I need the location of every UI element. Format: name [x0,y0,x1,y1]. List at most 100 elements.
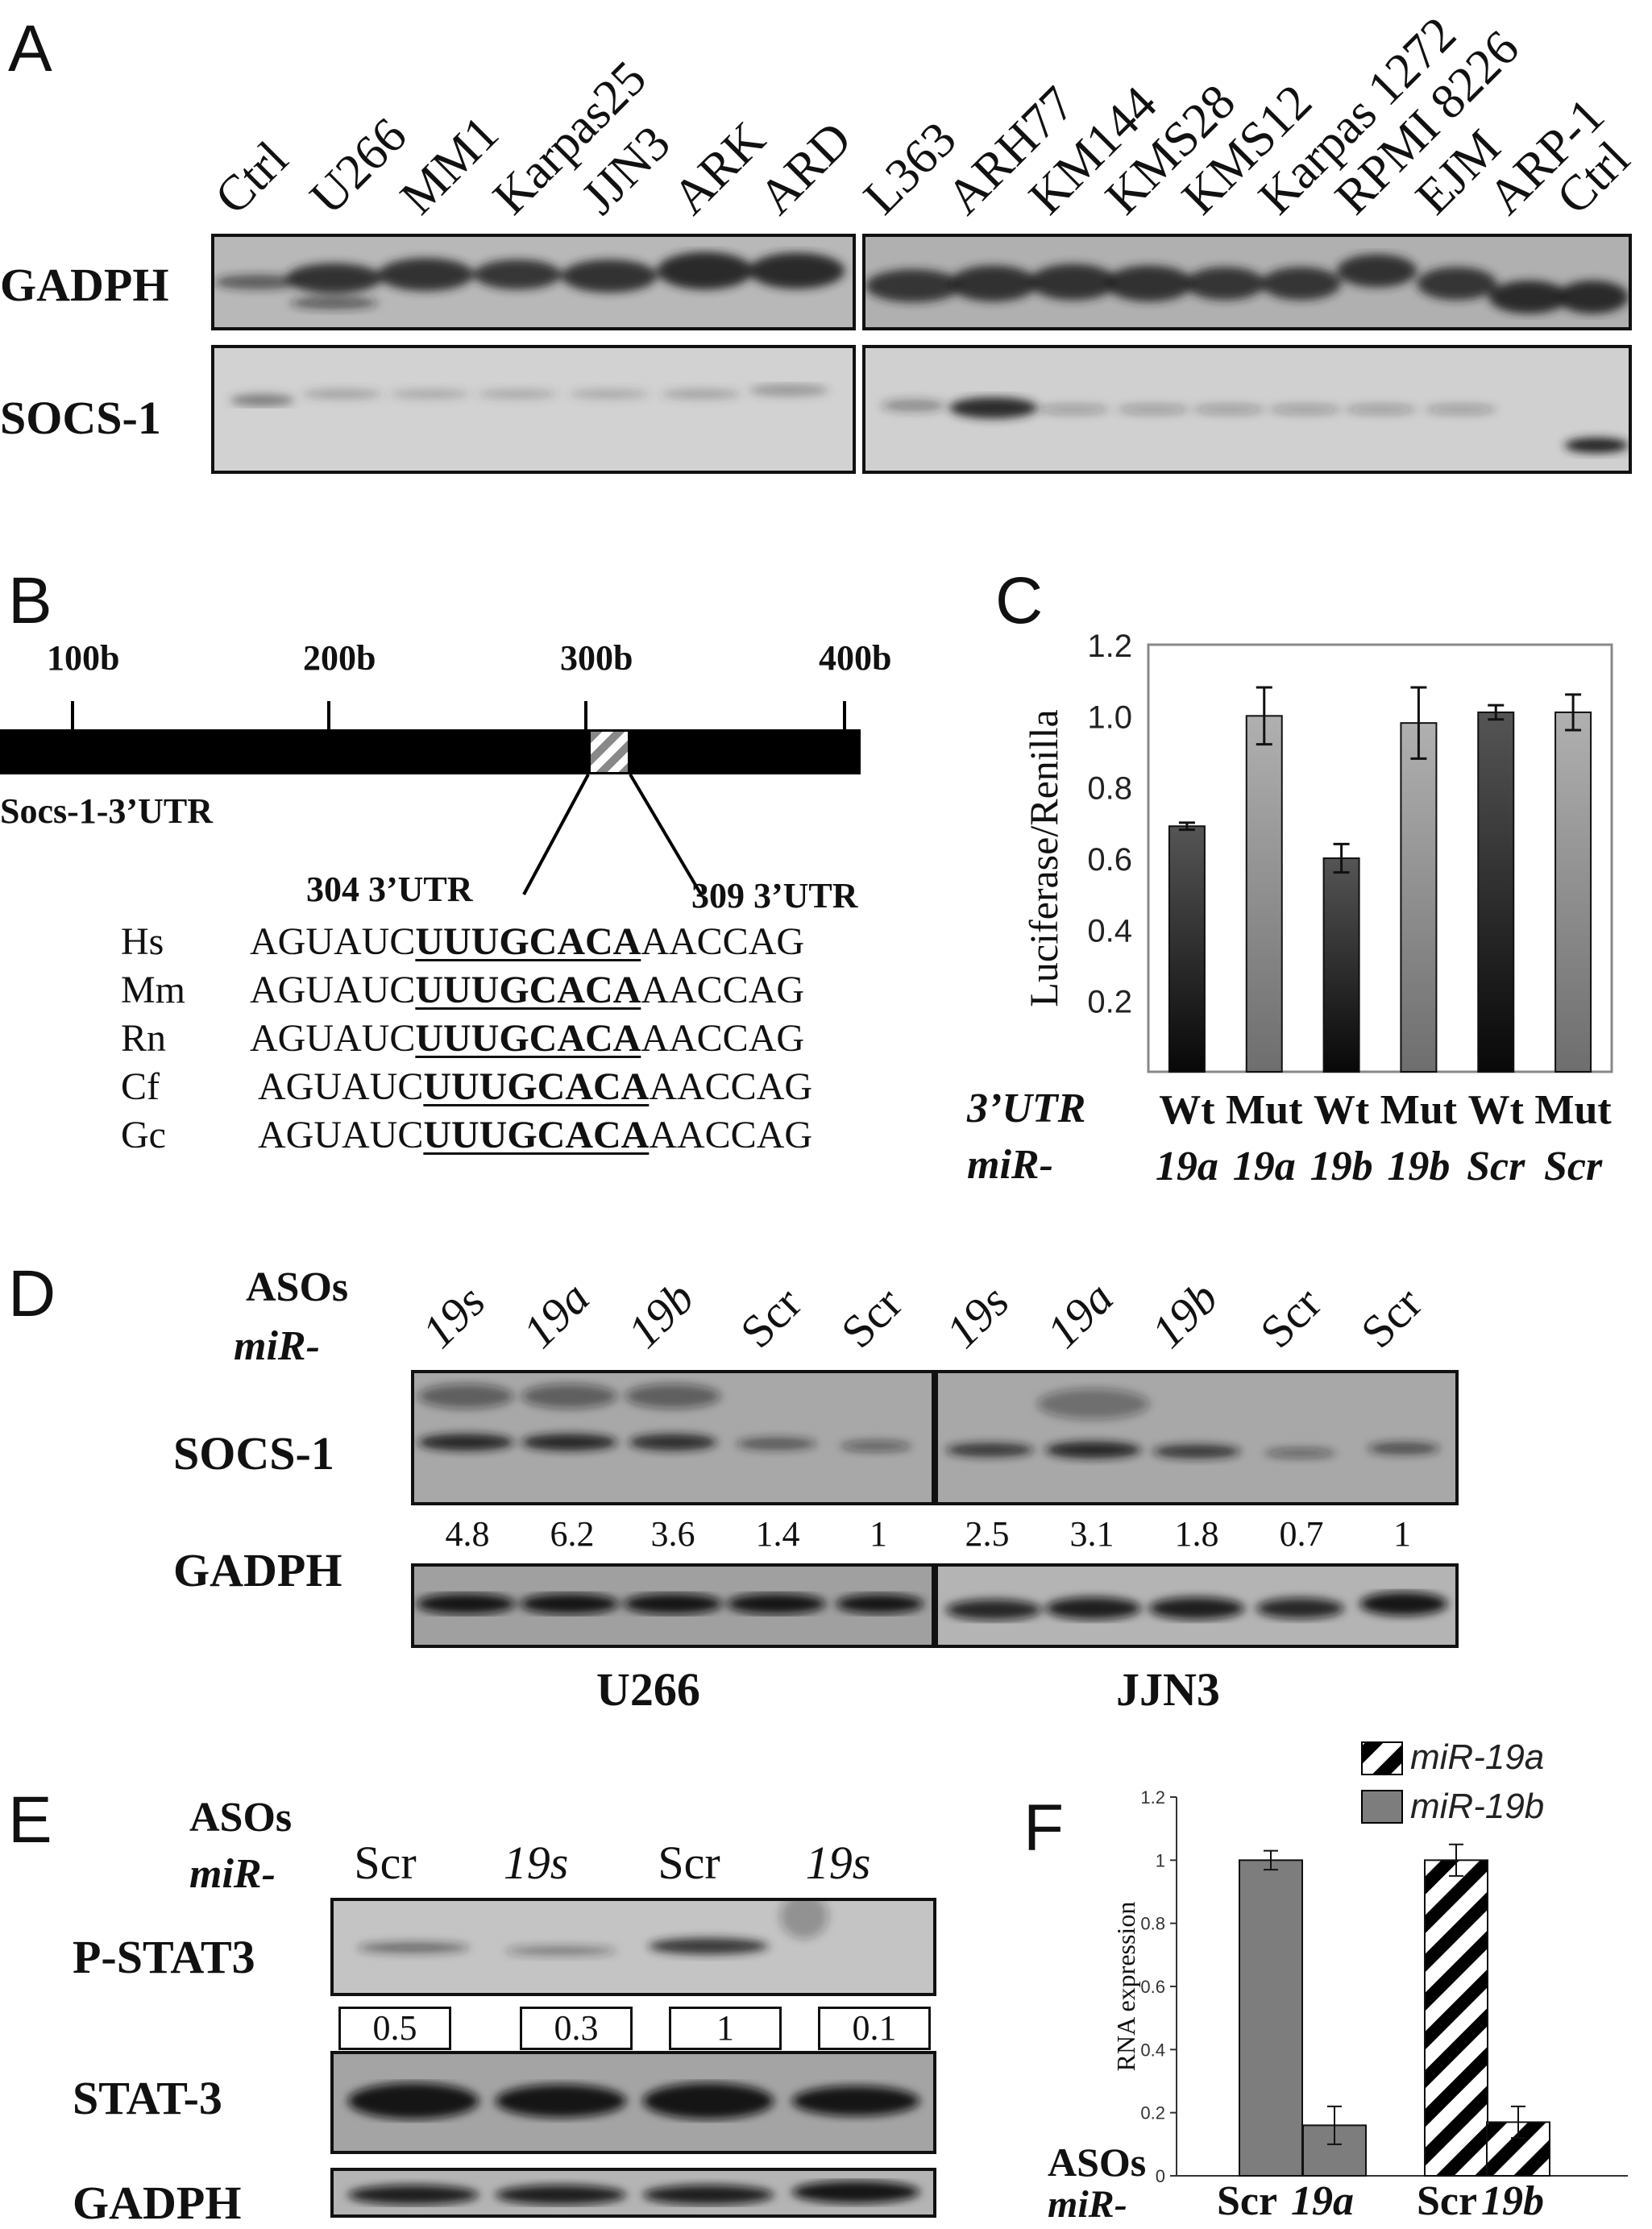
x-label-mir: 19a [1155,1144,1218,1189]
x-label-utr: Mut [1380,1087,1458,1133]
plot-frame [1147,643,1613,1073]
pos-304-label: 304 3’UTR [306,870,473,909]
quant-value-jjn3: 1.8 [1174,1514,1219,1554]
panel-a-gadph-blot-right [862,234,1632,330]
panel-e-label: E [8,1783,52,1857]
lane-label-e: Scr [354,1837,417,1889]
sequence-suffix: AACCAG [641,1017,805,1060]
x-label-mir: 19b [1387,1144,1451,1189]
y-tick-label: 0.2 [1140,2103,1165,2123]
panel-a-gadph-blot-left [211,234,856,330]
y-tick-label: 0.4 [1087,913,1132,948]
quant-value-u266: 1 [870,1514,887,1554]
species-label: Gc [121,1114,166,1156]
scale-tick [584,701,587,730]
sequence-suffix: AACCAG [649,1065,813,1108]
scale-tick [327,701,330,730]
panel-d-asos-label: ASOs [246,1264,349,1310]
x-label-mir: Scr [1467,1144,1525,1189]
lane-label-d: 19s [412,1275,496,1359]
x-label-utr: Mut [1226,1087,1303,1133]
panel-e-pstat3-blot [330,1898,936,1996]
seed-site-marker [588,729,630,774]
panel-d-mir-label: miR- [234,1323,320,1369]
legend: miR-19a miR-19b [1361,1737,1544,1826]
panel-d-socs1-blot-u266 [411,1370,935,1505]
lane-label-d: 19a [513,1271,600,1359]
panel-b-label: B [8,564,52,637]
lane-label-d: 19b [1141,1271,1228,1359]
y-tick-label: 0 [1156,2166,1165,2186]
panel-d-socs1-label: SOCS-1 [173,1427,334,1480]
species-label: Rn [121,1017,167,1060]
panel-f-label: F [1023,1791,1065,1865]
panel-c-mir-row-label: miR- [967,1142,1053,1188]
scale-tick [843,701,846,730]
panel-d-gadph-blot-jjn3 [935,1563,1459,1648]
panel-a-label: A [8,12,52,85]
bar [1477,711,1515,1073]
quant-value-box: 1 [669,2007,782,2050]
bar [1424,1859,1488,2177]
scale-label: 300b [560,638,633,678]
quant-value-jjn3: 2.5 [965,1514,1010,1554]
bar [1400,722,1438,1073]
quant-value-u266: 6.2 [550,1514,595,1554]
bar [1322,857,1360,1073]
panel-e-gadph-blot [330,2168,936,2218]
bar [1554,711,1592,1073]
legend-swatch-gray [1361,1790,1403,1824]
quant-value-box: 0.3 [520,2007,633,2050]
scale-label: 200b [303,638,376,678]
sequence-prefix: AGUAUC [250,920,416,963]
sequence-suffix: AACCAG [649,1114,813,1156]
quant-value-jjn3: 3.1 [1069,1514,1114,1554]
lane-label-e: Scr [658,1837,720,1889]
lane-label-d: Scr [1351,1276,1432,1359]
sequence-suffix: AACCAG [641,920,805,963]
panel-e-stat3-label: STAT-3 [73,2072,222,2124]
panel-a-gadph-label: GADPH [0,259,169,311]
panel-f-asos-label: ASOs [1048,2140,1147,2185]
lane-label-a-left: ARD [749,111,862,226]
panel-c-chart: 0.2 0.4 0.6 0.8 1.0 1.2 Luciferase/Renilla [1021,629,1613,1073]
sequence-prefix: AGUAUC [258,1114,424,1156]
panel-f-mir-label: miR- [1048,2183,1127,2226]
seed-match-sequence: UUUGCACA [415,1017,641,1060]
lane-label-d: Scr [831,1276,912,1359]
y-tick-label: 0.6 [1140,1977,1165,1997]
panel-a-socs1-blot-right [862,345,1632,474]
y-tick-label: 0.8 [1140,1914,1165,1934]
panel-e-asos-label: ASOs [189,1795,293,1841]
species-sequence: AGUAUCUUUGCACAAACCAG [250,923,804,961]
legend-label: miR-19a [1410,1737,1544,1777]
sequence-suffix: AACCAG [641,969,805,1011]
y-tick-label: 0.2 [1087,985,1132,1020]
lane-label-a-left: MM1 [390,106,510,226]
bar [1239,1859,1303,2177]
y-axis-label: Luciferase/Renilla [1021,709,1066,1007]
panel-c-utr-row-label: 3’UTR [967,1085,1086,1131]
quant-value-jjn3: 0.7 [1279,1514,1324,1554]
x-label-f: Scr [1417,2178,1478,2224]
panel-a-socs1-label: SOCS-1 [0,392,161,444]
x-label-utr: Wt [1313,1087,1370,1133]
lane-label-d: 19b [617,1271,704,1359]
lane-label-e: 19s [805,1837,871,1889]
panel-d-socs1-blot-jjn3 [935,1370,1459,1505]
x-label-mir: 19a [1232,1144,1296,1189]
seed-match-sequence: UUUGCACA [415,920,641,963]
quant-value-u266: 1.4 [755,1514,800,1554]
y-axis-label: RNA expression [1112,1902,1140,2072]
socs1-utr-bar [0,729,861,774]
seed-match-sequence: UUUGCACA [423,1065,650,1108]
y-tick-label: 1.2 [1087,629,1132,664]
legend-swatch-hatched [1361,1741,1403,1775]
sequence-prefix: AGUAUC [258,1065,424,1108]
bar [1168,825,1206,1073]
pos-309-label: 309 3’UTR [691,876,858,915]
scale-label: 400b [819,638,892,678]
y-tick-label: 1.2 [1140,1787,1165,1808]
x-label-f: Scr [1217,2178,1278,2224]
